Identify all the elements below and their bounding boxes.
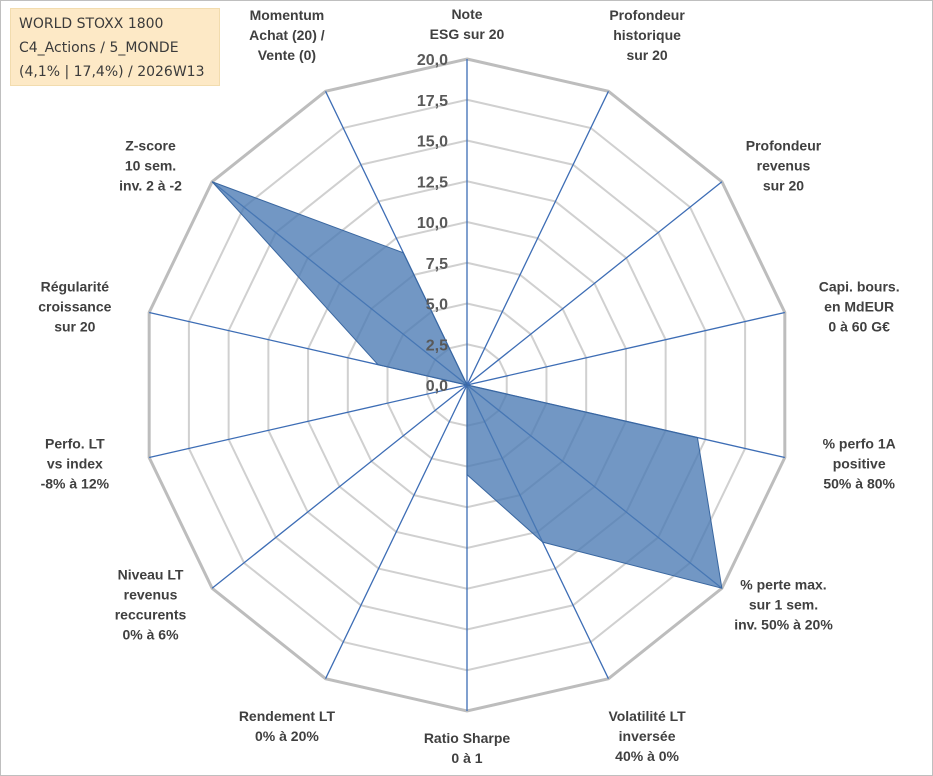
axis-label-12-line-1: 10 sem. [125, 158, 176, 174]
spoke-10 [149, 384, 468, 459]
axis-label-13-line-1: Achat (20) / [249, 27, 325, 43]
tick-label-1: 2,5 [426, 337, 448, 354]
axis-label-11-line-0: Régularité [41, 279, 110, 295]
axis-label-12: Z-score 10 sem. inv. 2 à -2 [119, 138, 182, 194]
axis-label-12-line-2: inv. 2 à -2 [119, 178, 182, 194]
axis-label-3-line-1: en MdEUR [824, 299, 894, 315]
axis-label-13-line-0: Momentum [250, 7, 325, 23]
info-box-period: (4,1% | 17,4%) / 2026W13 [19, 64, 205, 80]
radar-series [211, 181, 723, 589]
radial-tick-labels: 0,0 2,5 5,0 7,5 10,0 12,5 15,0 17,5 20,0 [417, 52, 448, 395]
axis-label-6-line-1: inversée [619, 728, 676, 744]
axis-label-1: Profondeur historique sur 20 [609, 7, 685, 63]
info-box: WORLD STOXX 1800 C4_Actions / 5_MONDE (4… [10, 8, 220, 86]
axis-label-0: Note ESG sur 20 [430, 6, 505, 42]
axis-label-6-line-2: 40% à 0% [615, 748, 679, 764]
axis-label-4-line-1: positive [833, 455, 886, 471]
axis-label-4: % perfo 1A positive 50% à 80% [823, 435, 896, 491]
axis-label-9-line-0: Niveau LT [118, 566, 184, 582]
axis-label-1-line-2: sur 20 [626, 47, 667, 63]
axis-label-2-line-0: Profondeur [746, 138, 822, 154]
axis-label-3-line-0: Capi. bours. [819, 279, 900, 295]
axis-label-11-line-2: sur 20 [54, 319, 95, 335]
tick-label-8: 20,0 [417, 52, 448, 69]
axis-label-9-line-1: revenus [124, 586, 178, 602]
axis-label-7-line-0: Ratio Sharpe [424, 730, 511, 746]
axis-label-8-line-0: Rendement LT [239, 708, 336, 724]
axis-label-6-line-0: Volatilité LT [608, 708, 686, 724]
spoke-8 [324, 384, 468, 679]
tick-label-6: 15,0 [417, 134, 448, 151]
spoke-2 [466, 181, 723, 386]
axis-label-8: Rendement LT 0% à 20% [239, 708, 336, 744]
info-box-title: WORLD STOXX 1800 [19, 16, 164, 32]
info-box-category: C4_Actions / 5_MONDE [19, 40, 179, 56]
axis-label-2-line-2: sur 20 [763, 178, 804, 194]
tick-label-7: 17,5 [417, 93, 448, 110]
axis-label-5-line-0: % perte max. [740, 576, 826, 592]
axis-label-0-line-1: ESG sur 20 [430, 26, 505, 42]
axis-label-10: Perfo. LT vs index -8% à 12% [41, 435, 110, 491]
axis-label-11-line-1: croissance [38, 299, 111, 315]
axis-label-5-line-2: inv. 50% à 20% [734, 616, 833, 632]
axis-label-0-line-0: Note [451, 6, 482, 22]
axis-label-3: Capi. bours. en MdEUR 0 à 60 G€ [819, 279, 900, 335]
axis-label-12-line-0: Z-score [125, 138, 176, 154]
axis-label-10-line-2: -8% à 12% [41, 475, 110, 491]
axis-label-9: Niveau LT revenus reccurents 0% à 6% [115, 566, 187, 642]
axis-labels: Note ESG sur 20 Profondeur historique sur 20… [38, 6, 899, 766]
axis-label-7-line-1: 0 à 1 [451, 750, 482, 766]
tick-label-0: 0,0 [426, 378, 448, 395]
axis-label-4-line-2: 50% à 80% [823, 475, 895, 491]
axis-label-4-line-0: % perfo 1A [823, 435, 896, 451]
axis-label-11: Régularité croissance sur 20 [38, 279, 111, 335]
axis-label-13: Momentum Achat (20) / Vente (0) [249, 7, 325, 63]
axis-label-8-line-1: 0% à 20% [255, 728, 319, 744]
axis-label-5: % perte max. sur 1 sem. inv. 50% à 20% [734, 576, 833, 632]
axis-label-9-line-2: reccurents [115, 606, 187, 622]
axis-label-3-line-2: 0 à 60 G€ [828, 319, 890, 335]
axis-label-10-line-0: Perfo. LT [45, 435, 105, 451]
axis-label-13-line-2: Vente (0) [258, 47, 316, 63]
axis-label-9-line-3: 0% à 6% [122, 626, 179, 642]
tick-label-5: 12,5 [417, 174, 448, 191]
axis-label-1-line-1: historique [613, 27, 681, 43]
axis-label-5-line-1: sur 1 sem. [749, 596, 818, 612]
spoke-9 [211, 384, 468, 589]
tick-label-2: 5,0 [426, 297, 448, 314]
axis-label-2-line-1: revenus [757, 158, 811, 174]
axis-label-2: Profondeur revenus sur 20 [746, 138, 822, 194]
tick-label-4: 10,0 [417, 215, 448, 232]
axis-label-10-line-1: vs index [47, 455, 103, 471]
spoke-3 [466, 311, 785, 386]
tick-label-3: 7,5 [426, 256, 448, 273]
spoke-1 [466, 91, 610, 386]
axis-label-7: Ratio Sharpe 0 à 1 [424, 730, 511, 766]
axis-label-6: Volatilité LT inversée 40% à 0% [608, 708, 686, 764]
axis-label-1-line-0: Profondeur [609, 7, 685, 23]
